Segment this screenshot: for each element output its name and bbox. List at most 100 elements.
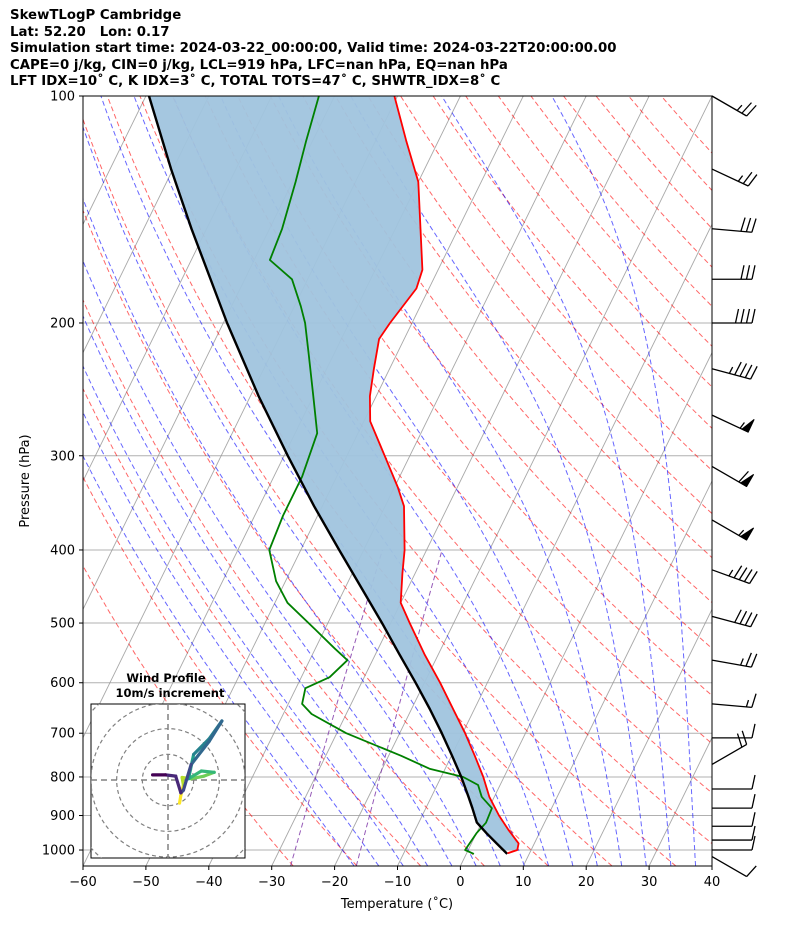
moist-adiabat-line — [83, 411, 380, 866]
hodograph-segment — [163, 773, 178, 778]
cin-area — [149, 96, 519, 850]
isotherm-line — [271, 96, 650, 866]
moist-adiabats — [83, 96, 697, 866]
hodograph-segment — [174, 774, 183, 795]
wind-barb-staff — [711, 228, 752, 233]
x-tick-label: −20 — [321, 875, 348, 890]
y-tick-label: 400 — [50, 543, 75, 558]
chart-header: SkewTLogP Cambridge Lat: 52.20 Lon: 0.17 S… — [10, 8, 617, 91]
wind-barb — [711, 693, 757, 709]
moist-adiabat-line — [441, 96, 672, 866]
wind-barb-half — [739, 658, 744, 666]
wind-barb-full — [736, 733, 743, 748]
wind-barb-full — [740, 217, 746, 232]
wind-barb — [712, 723, 756, 739]
moist-adiabat-line — [350, 96, 647, 866]
wind-barb — [712, 835, 756, 851]
moist-adiabat-line — [83, 197, 477, 866]
dry-adiabat-line — [432, 96, 712, 429]
isotherm-line — [83, 96, 84, 98]
wind-barb-full — [749, 571, 758, 584]
wind-barb-half — [737, 175, 744, 182]
y-axis: 100 200 300 400 500 600 700 800 900 1000 — [42, 90, 83, 859]
station-coordinates: Lat: 52.20 Lon: 0.17 — [10, 24, 170, 40]
wind-barb-staff — [711, 615, 751, 628]
isotherm-line — [522, 479, 712, 866]
wind-barb-full — [734, 308, 740, 324]
wind-barb — [711, 217, 757, 233]
dry-adiabat-line — [83, 298, 485, 866]
wind-barb-half — [738, 529, 745, 536]
wind-barb-flag — [739, 527, 755, 541]
moist-adiabat-line — [83, 259, 453, 866]
x-tick-label: 0 — [456, 875, 464, 890]
wind-barb-half — [728, 366, 734, 374]
wind-barb — [711, 361, 758, 380]
wind-barb — [712, 308, 756, 324]
wind-barb-full — [743, 569, 753, 582]
wind-barb-full — [751, 723, 756, 739]
wind-barb-full — [750, 613, 758, 628]
wind-barb-staff — [711, 368, 751, 380]
isotherm-line — [208, 96, 587, 866]
wind-barb-full — [746, 104, 757, 117]
wind-barb — [711, 652, 758, 668]
wind-barb-full — [751, 218, 757, 233]
hodograph-segment — [207, 719, 224, 744]
convective-parameters: CAPE=0 j/kg, CIN=0 j/kg, LCL=919 hPa, LF… — [10, 57, 508, 73]
wind-barb-half — [739, 422, 745, 429]
wind-barb-full — [734, 361, 742, 376]
moist-adiabat-line — [83, 364, 404, 866]
moist-adiabat-line — [83, 454, 355, 866]
wind-barb-full — [740, 308, 745, 324]
x-axis: −60 −50 −40 −30 −20 −10 0 10 20 30 40 — [69, 866, 720, 890]
moist-adiabat-line — [278, 96, 623, 866]
temperature-line — [369, 96, 520, 855]
x-tick-label: 20 — [578, 875, 595, 890]
wind-barb-half — [736, 104, 743, 111]
wind-barb-full — [751, 794, 756, 809]
x-tick-label: 30 — [641, 875, 658, 890]
wind-barb — [711, 609, 758, 628]
cape-shading — [149, 96, 519, 850]
hodograph-inset: Wind Profile 10m/s increment — [90, 671, 246, 859]
wind-barb — [712, 774, 756, 790]
wind-barb-full — [751, 693, 757, 708]
x-tick-label: −50 — [132, 875, 159, 890]
y-tick-label: 300 — [50, 449, 75, 464]
wind-barb-full — [751, 835, 756, 851]
wind-barb-staff — [711, 743, 747, 765]
wind-barb-full — [745, 308, 751, 324]
x-tick-label: −60 — [69, 875, 96, 890]
mixing-ratio-line — [355, 549, 443, 866]
wind-barb-half — [728, 569, 734, 577]
isotherm-line — [585, 608, 712, 866]
wind-barb — [711, 730, 748, 765]
simulation-time: Simulation start time: 2024-03-22_00:00:… — [10, 41, 617, 56]
hodograph-segment — [189, 739, 211, 767]
wind-barb-full — [741, 102, 752, 114]
y-tick-label: 100 — [50, 90, 75, 105]
wind-barb-staff — [711, 703, 752, 709]
wind-barb-staff — [711, 569, 750, 585]
wind-barb — [712, 812, 756, 827]
moist-adiabat-line — [551, 96, 697, 866]
profile-lines — [147, 96, 520, 855]
wind-barb-full — [751, 825, 756, 841]
parcel-path-line — [147, 96, 509, 855]
wind-barb-full — [738, 567, 748, 581]
hodograph-segment — [189, 774, 206, 781]
wind-barb-full — [744, 612, 753, 626]
mixing-ratio-lines — [290, 549, 443, 866]
wind-barb-full — [745, 217, 752, 232]
y-axis-label: Pressure (hPa) — [18, 434, 33, 527]
wind-barb-full — [741, 730, 748, 745]
isotherm-line — [83, 96, 210, 354]
x-tick-label: −40 — [195, 875, 222, 890]
moist-adiabat-line — [220, 96, 598, 866]
wind-barb-full — [745, 265, 751, 280]
moist-adiabat-line — [83, 314, 429, 866]
y-tick-label: 700 — [50, 727, 75, 742]
wind-barb — [711, 519, 755, 541]
x-axis-label: Temperature (˚C) — [340, 896, 453, 912]
